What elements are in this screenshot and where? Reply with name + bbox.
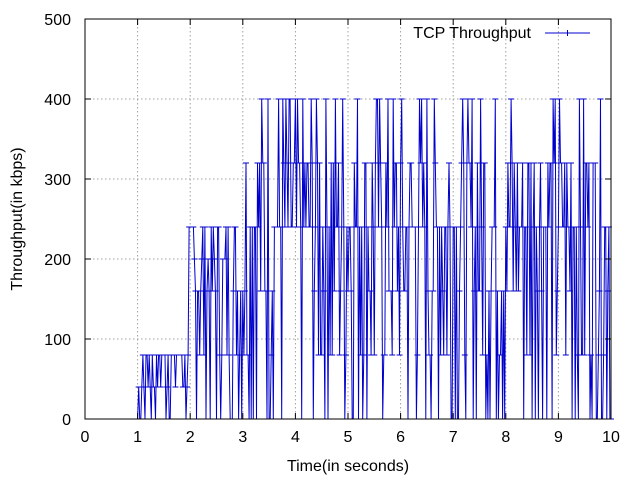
x-tick-label: 2: [186, 429, 195, 446]
axis-ticks: [84, 18, 612, 420]
x-tick-label: 3: [238, 429, 247, 446]
x-tick-label: 9: [554, 429, 563, 446]
legend-label-tcp-throughput: TCP Throughput: [413, 25, 531, 42]
y-tick-labels: 0 100 200 300 400 500: [44, 12, 71, 429]
x-tick-label: 1: [133, 429, 142, 446]
y-tick-label: 500: [44, 12, 71, 29]
x-tick-label: 8: [501, 429, 510, 446]
series-line-tcp-throughput: [111, 98, 611, 420]
x-tick-label: 6: [396, 429, 405, 446]
y-tick-label: 100: [44, 332, 71, 349]
y-axis-label: Throughput(in kbps): [9, 147, 26, 290]
x-tick-label: 5: [344, 429, 353, 446]
y-tick-label: 400: [44, 92, 71, 109]
x-tick-labels: 0 1 2 3 4 5 6 7 8 9 10: [81, 429, 620, 446]
legend: TCP Throughput: [413, 25, 590, 42]
y-tick-label: 200: [44, 252, 71, 269]
x-axis-label: Time(in seconds): [287, 458, 409, 475]
y-tick-label: 300: [44, 172, 71, 189]
y-tick-label: 0: [62, 412, 71, 429]
x-tick-label: 10: [602, 429, 620, 446]
x-tick-label: 4: [291, 429, 300, 446]
x-tick-label: 0: [81, 429, 90, 446]
x-tick-label: 7: [449, 429, 458, 446]
